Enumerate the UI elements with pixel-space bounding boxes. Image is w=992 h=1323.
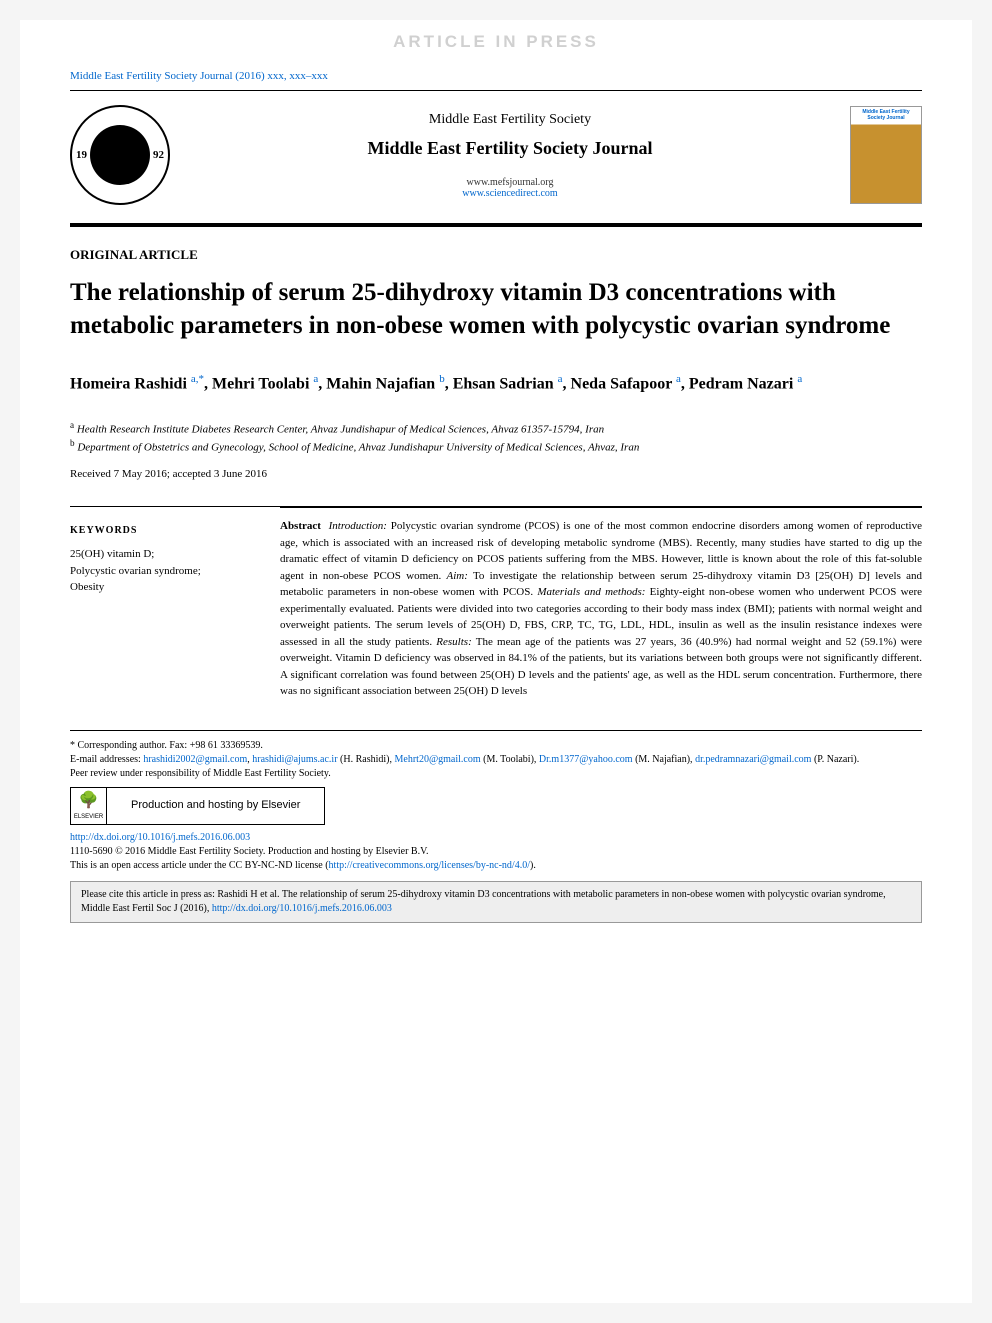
journal-cover-thumb: Middle East Fertility Society Journal [850, 106, 922, 204]
abstract-block: KEYWORDS 25(OH) vitamin D;Polycystic ova… [70, 506, 922, 700]
elsevier-label: ELSEVIER [74, 813, 103, 821]
header-center: Middle East Fertility Society Middle Eas… [170, 112, 850, 199]
license-link[interactable]: http://creativecommons.org/licenses/by-n… [329, 860, 530, 871]
rule-top [70, 90, 922, 91]
citation-box: Please cite this article in press as: Ra… [70, 881, 922, 923]
production-text: Production and hosting by Elsevier [107, 798, 324, 813]
footer-block: * Corresponding author. Fax: +98 61 3336… [70, 730, 922, 923]
logo-year-right: 92 [153, 149, 164, 161]
production-box: 🌳 ELSEVIER Production and hosting by Els… [70, 787, 325, 825]
article-page: ARTICLE IN PRESS Middle East Fertility S… [20, 20, 972, 1303]
elsevier-logo: 🌳 ELSEVIER [71, 788, 107, 824]
logo-inner-icon [90, 125, 150, 185]
logo-year-left: 19 [76, 149, 87, 161]
elsevier-tree-icon: 🌳 [79, 790, 99, 812]
keywords-column: KEYWORDS 25(OH) vitamin D;Polycystic ova… [70, 525, 250, 700]
copyright-line: 1110-5690 © 2016 Middle East Fertility S… [70, 845, 922, 859]
keywords-list: 25(OH) vitamin D;Polycystic ovarian synd… [70, 546, 250, 596]
abstract-column: Abstract Introduction: Polycystic ovaria… [280, 507, 922, 700]
rule-heavy [70, 223, 922, 227]
email-addresses: E-mail addresses: hrashidi2002@gmail.com… [70, 753, 922, 767]
article-type: ORIGINAL ARTICLE [70, 247, 922, 263]
corresponding-author: * Corresponding author. Fax: +98 61 3336… [70, 739, 922, 753]
journal-header: 19 92 Middle East Fertility Society Midd… [70, 93, 922, 217]
journal-url-1[interactable]: www.mefsjournal.org [170, 177, 850, 188]
journal-reference: Middle East Fertility Society Journal (2… [70, 70, 922, 82]
cover-title: Middle East Fertility Society Journal [851, 107, 921, 123]
abstract-text: Abstract Introduction: Polycystic ovaria… [280, 518, 922, 700]
watermark-text: ARTICLE IN PRESS [393, 32, 599, 52]
society-logo: 19 92 [70, 105, 170, 205]
citation-text: Please cite this article in press as: Ra… [81, 889, 886, 914]
journal-name: Middle East Fertility Society Journal [170, 138, 850, 159]
license-line: This is an open access article under the… [70, 859, 922, 873]
author-list: Homeira Rashidi a,*, Mehri Toolabi a, Ma… [70, 372, 922, 396]
article-title: The relationship of serum 25-dihydroxy v… [70, 277, 922, 342]
article-dates: Received 7 May 2016; accepted 3 June 201… [70, 468, 922, 480]
affiliation-a: a Health Research Institute Diabetes Res… [70, 420, 922, 436]
peer-review: Peer review under responsibility of Midd… [70, 767, 922, 781]
journal-url-2[interactable]: www.sciencedirect.com [170, 188, 850, 199]
affiliation-b: b Department of Obstetrics and Gynecolog… [70, 438, 922, 454]
society-name: Middle East Fertility Society [170, 112, 850, 128]
doi-link[interactable]: http://dx.doi.org/10.1016/j.mefs.2016.06… [70, 832, 250, 843]
keywords-heading: KEYWORDS [70, 525, 250, 536]
citation-doi-link[interactable]: http://dx.doi.org/10.1016/j.mefs.2016.06… [212, 903, 392, 914]
